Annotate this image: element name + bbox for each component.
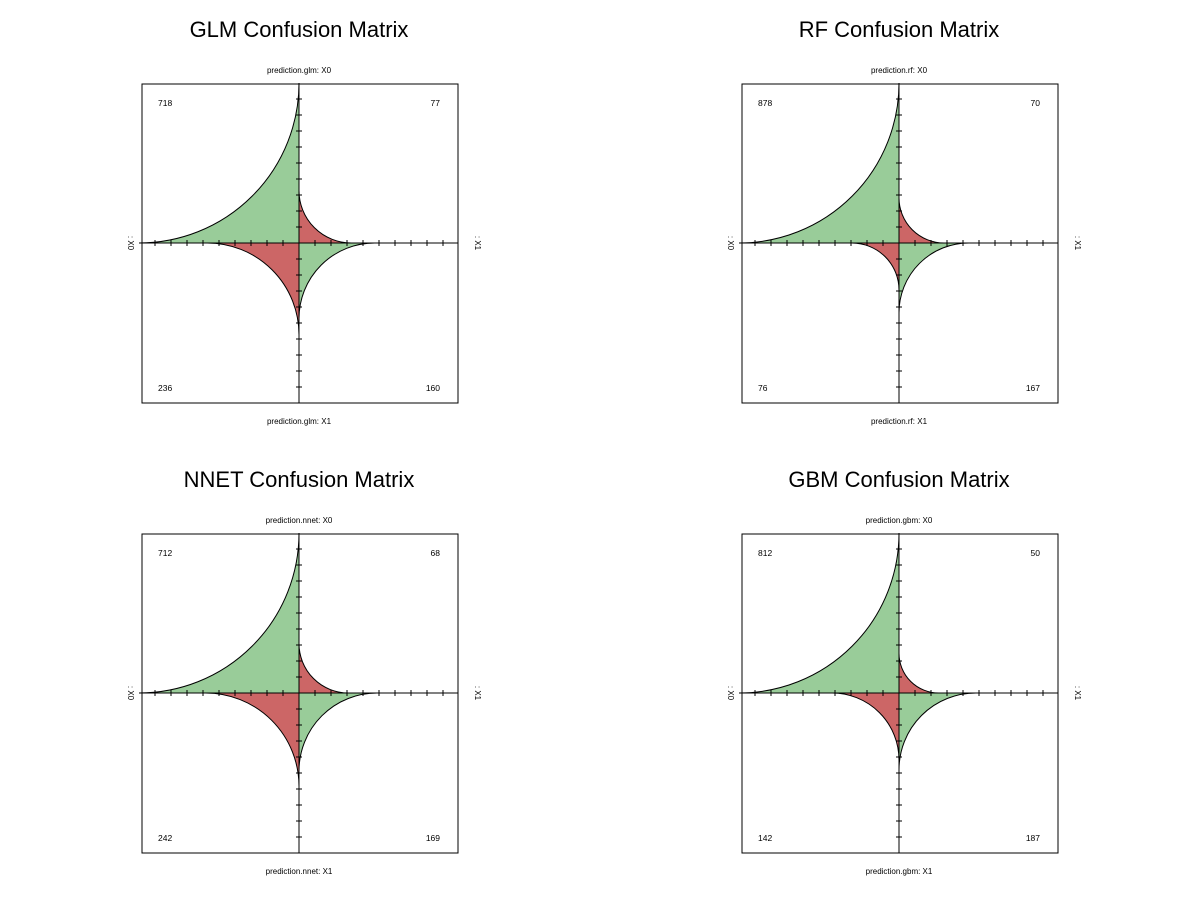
top-axis-label: prediction.glm: X0	[267, 66, 332, 75]
bottom-axis-label: prediction.nnet: X1	[266, 867, 333, 876]
wedge-bottom-left	[207, 242, 300, 335]
wedge-layer	[738, 82, 969, 313]
right-axis-label: : X1	[1073, 236, 1082, 251]
top-axis-label: prediction.rf: X0	[871, 66, 928, 75]
axis-ticks	[742, 84, 1058, 403]
wedge-bottom-left	[851, 242, 900, 291]
panel-title: RF Confusion Matrix	[799, 17, 1000, 42]
bottom-axis-label: prediction.rf: X1	[871, 417, 928, 426]
wedge-bottom-right	[298, 692, 377, 771]
top-axis-label: prediction.gbm: X0	[866, 516, 933, 525]
cell-count-top-right: 77	[431, 98, 441, 108]
cell-count-bottom-left: 76	[758, 383, 768, 393]
panel-title: GLM Confusion Matrix	[190, 17, 409, 42]
cell-count-bottom-left: 142	[758, 833, 772, 843]
bottom-axis-label: prediction.gbm: X1	[866, 867, 933, 876]
fourfold-panel-glm: GLM Confusion Matrix prediction.glm: X0 …	[126, 17, 482, 426]
wedge-top-left	[138, 82, 300, 244]
cell-count-top-left: 878	[758, 98, 772, 108]
top-axis-label: prediction.nnet: X0	[266, 516, 333, 525]
wedge-top-left	[138, 532, 300, 694]
fourfold-panel-nnet: NNET Confusion Matrix prediction.nnet: X…	[126, 467, 482, 876]
left-axis-label: : X0	[126, 686, 135, 701]
cell-count-bottom-right: 160	[426, 383, 440, 393]
wedge-top-right	[298, 190, 352, 244]
cell-count-bottom-right: 167	[1026, 383, 1040, 393]
cell-count-bottom-left: 242	[158, 833, 172, 843]
cell-count-top-right: 68	[431, 548, 441, 558]
panel-title: NNET Confusion Matrix	[184, 467, 415, 492]
wedge-bottom-left	[832, 692, 900, 760]
wedge-bottom-right	[898, 692, 976, 770]
bottom-axis-label: prediction.glm: X1	[267, 417, 332, 426]
panel-title: GBM Confusion Matrix	[788, 467, 1009, 492]
wedge-top-right	[898, 197, 945, 244]
wedge-top-right	[298, 643, 349, 694]
left-axis-label: : X0	[126, 236, 135, 251]
wedge-layer	[738, 532, 976, 770]
wedge-bottom-right	[298, 242, 375, 319]
left-axis-label: : X0	[726, 686, 735, 701]
cell-count-top-right: 70	[1031, 98, 1041, 108]
axis-ticks	[742, 534, 1058, 853]
cell-count-top-left: 712	[158, 548, 172, 558]
right-axis-label: : X1	[473, 686, 482, 701]
cell-count-top-left: 718	[158, 98, 172, 108]
cell-count-bottom-right: 187	[1026, 833, 1040, 843]
left-axis-label: : X0	[726, 236, 735, 251]
right-axis-label: : X1	[1073, 686, 1082, 701]
wedge-top-left	[738, 82, 900, 244]
cell-count-bottom-right: 169	[426, 833, 440, 843]
right-axis-label: : X1	[473, 236, 482, 251]
wedge-bottom-right	[898, 242, 969, 313]
cell-count-bottom-left: 236	[158, 383, 172, 393]
wedge-layer	[138, 82, 375, 335]
wedge-top-left	[738, 532, 900, 694]
axis-ticks	[142, 534, 458, 853]
fourfold-panel-rf: RF Confusion Matrix prediction.rf: X0 pr…	[726, 17, 1082, 426]
cell-count-top-left: 812	[758, 548, 772, 558]
fourfold-panel-gbm: GBM Confusion Matrix prediction.gbm: X0 …	[726, 467, 1082, 876]
cell-count-top-right: 50	[1031, 548, 1041, 558]
wedge-bottom-left	[205, 692, 300, 787]
wedge-layer	[138, 532, 377, 787]
wedge-top-right	[898, 653, 939, 694]
axis-ticks	[142, 84, 458, 403]
